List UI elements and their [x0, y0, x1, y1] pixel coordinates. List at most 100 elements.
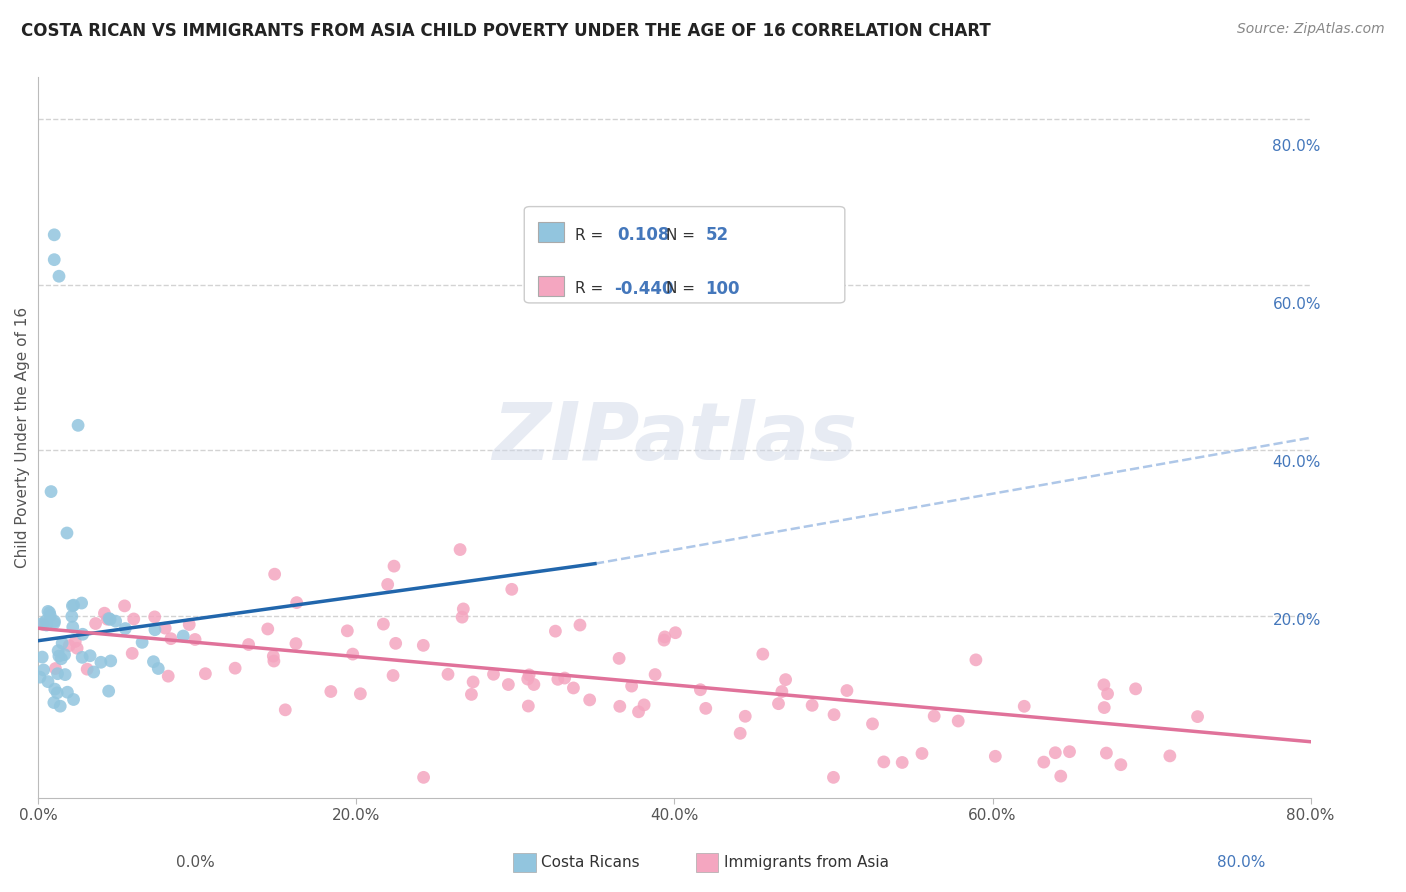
Point	[984, 749, 1007, 764]
Point	[453, 602, 475, 616]
Text: N =: N =	[666, 227, 696, 243]
Point	[517, 668, 540, 682]
Point	[284, 637, 307, 651]
Point	[58, 639, 80, 653]
Point	[44, 616, 66, 631]
Point	[461, 675, 484, 690]
Point	[46, 666, 69, 681]
Text: COSTA RICAN VS IMMIGRANTS FROM ASIA CHILD POVERTY UNDER THE AGE OF 16 CORRELATIO: COSTA RICAN VS IMMIGRANTS FROM ASIA CHIL…	[21, 22, 991, 40]
Point	[70, 596, 93, 610]
Point	[42, 696, 65, 710]
Point	[451, 610, 474, 624]
Text: Costa Ricans: Costa Ricans	[541, 855, 640, 870]
Point	[44, 614, 66, 628]
Point	[44, 252, 66, 267]
Point	[1125, 681, 1147, 696]
Point	[274, 703, 297, 717]
Text: R =: R =	[575, 227, 603, 243]
Text: 0.0%: 0.0%	[176, 855, 215, 870]
Text: 100: 100	[706, 280, 740, 298]
Point	[891, 756, 914, 770]
Point	[752, 647, 775, 661]
Point	[98, 611, 121, 625]
Point	[654, 630, 676, 644]
Point	[97, 684, 120, 698]
Point	[35, 618, 58, 632]
Point	[76, 662, 98, 676]
Point	[48, 649, 70, 664]
Point	[263, 567, 285, 582]
Point	[1159, 748, 1181, 763]
Point	[664, 625, 686, 640]
Point	[768, 697, 790, 711]
Point	[1092, 700, 1115, 714]
Point	[377, 577, 399, 591]
Text: 40.0%: 40.0%	[1272, 455, 1320, 470]
Point	[342, 647, 364, 661]
Point	[39, 484, 62, 499]
Point	[56, 685, 79, 699]
Point	[98, 612, 121, 626]
Point	[83, 665, 105, 679]
Point	[911, 747, 934, 761]
Point	[1049, 769, 1071, 783]
Point	[627, 705, 650, 719]
Text: 0.108: 0.108	[617, 227, 669, 244]
Point	[60, 609, 83, 624]
Point	[44, 661, 66, 675]
Point	[482, 667, 505, 681]
Point	[121, 646, 143, 660]
Point	[53, 648, 76, 662]
Point	[114, 622, 136, 636]
Point	[835, 683, 858, 698]
Point	[382, 559, 405, 574]
Point	[46, 686, 69, 700]
Point	[547, 673, 569, 687]
Point	[1097, 687, 1119, 701]
Point	[66, 641, 89, 656]
Point	[32, 617, 55, 632]
Point	[131, 635, 153, 649]
Point	[70, 650, 93, 665]
Point	[143, 623, 166, 637]
Point	[412, 770, 434, 784]
Point	[1012, 699, 1035, 714]
Point	[44, 682, 66, 697]
Point	[633, 698, 655, 712]
Point	[160, 632, 183, 646]
Text: R =: R =	[575, 281, 603, 296]
Point	[437, 667, 460, 681]
Text: -0.440: -0.440	[614, 280, 673, 298]
Point	[38, 606, 60, 620]
Point	[1095, 746, 1118, 760]
Point	[412, 638, 434, 652]
Point	[238, 638, 260, 652]
Point	[607, 651, 630, 665]
Point	[51, 651, 73, 665]
Point	[28, 670, 51, 684]
Point	[516, 672, 538, 686]
Point	[460, 687, 482, 701]
Point	[695, 701, 717, 715]
Point	[285, 596, 308, 610]
Point	[104, 614, 127, 628]
Point	[501, 582, 523, 597]
Point	[319, 684, 342, 698]
Point	[31, 650, 53, 665]
Point	[1109, 757, 1132, 772]
Point	[544, 624, 567, 639]
Point	[35, 614, 58, 628]
Text: 60.0%: 60.0%	[1272, 297, 1320, 312]
Point	[578, 693, 600, 707]
Point	[644, 667, 666, 681]
Point	[224, 661, 246, 675]
Point	[775, 673, 797, 687]
Point	[114, 599, 136, 613]
Point	[172, 629, 194, 643]
Point	[873, 755, 896, 769]
Point	[554, 671, 576, 685]
Point	[1032, 755, 1054, 769]
Point	[184, 632, 207, 647]
Point	[263, 654, 285, 668]
Point	[62, 598, 84, 612]
